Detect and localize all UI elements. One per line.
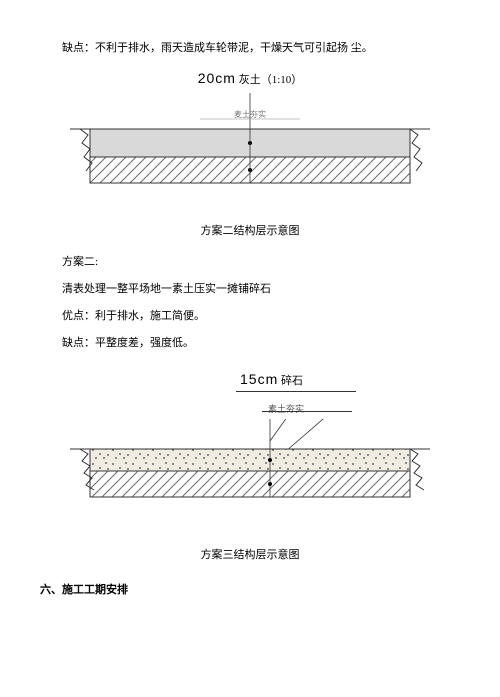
diagram1-dim-value: 20cm [198, 70, 236, 86]
plan2-disadvantage: 缺点：平整度差，强度低。 [40, 333, 460, 354]
top-disadvantage-text: 缺点：不利于排水，雨天造成车轮带泥，干燥天气可引起扬 尘。 [40, 38, 460, 59]
diagram2-layer-label-row: 素土夯实 [40, 399, 460, 420]
diagram2-dim-value: 15cm [240, 371, 278, 387]
diagram2-dim-underline [236, 391, 356, 392]
section6-heading: 六、施工工期安排 [40, 580, 460, 601]
diagram1-dimension: 20cm 灰土（1:10） [40, 65, 460, 92]
plan2-title: 方案二: [40, 252, 460, 273]
diagram1-layer-label: 麦土夯实 [234, 109, 266, 119]
diagram1-caption: 方案二结构层示意图 [40, 221, 460, 242]
diagram2-caption: 方案三结构层示意图 [40, 545, 460, 566]
diagram2-label-underline [262, 411, 352, 412]
diagram2-svg [70, 419, 430, 539]
diagram1-svg: 麦土夯实 [70, 93, 430, 213]
diagram1-dim-label: 灰土（1:10） [239, 74, 303, 86]
plan2-advantage: 优点：利于排水，施工简便。 [40, 306, 460, 327]
diagram2-dimension: 15cm 碎石 [40, 366, 460, 393]
plan2-process: 清表处理一整平场地一素土压实一摊铺碎石 [40, 279, 460, 300]
diagram2-dim-label: 碎石 [281, 375, 303, 387]
